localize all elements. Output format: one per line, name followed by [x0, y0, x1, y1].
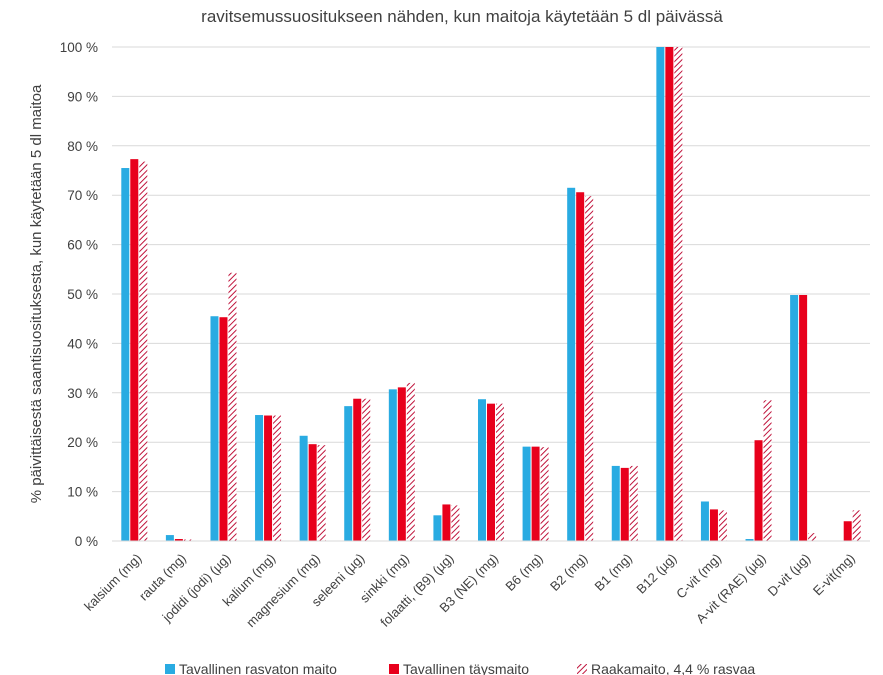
y-tick-label: 50 %	[67, 287, 98, 302]
y-tick-labels: 0 % 10 % 20 % 30 % 40 % 50 % 60 % 70 % 80 % 90 % 1…	[60, 40, 98, 549]
bar	[665, 47, 674, 541]
x-category-label: B12 (µg)	[633, 551, 679, 597]
bar	[121, 168, 130, 541]
bars	[121, 47, 861, 542]
legend-swatch	[389, 664, 399, 674]
x-category-label: B1 (mg)	[592, 551, 635, 594]
legend-swatch	[165, 664, 175, 674]
bar	[790, 294, 799, 541]
legend-label: Raakamaito, 4,4 % rasvaa	[591, 661, 755, 675]
chart-title-line-1: ...	[455, 0, 469, 2]
bar	[843, 521, 852, 541]
bar	[255, 415, 264, 541]
bar	[139, 161, 148, 541]
bar	[406, 382, 415, 541]
bar	[620, 467, 629, 541]
bar	[165, 535, 174, 541]
x-category-label: E-vit(mg)	[810, 551, 858, 599]
y-tick-label: 70 %	[67, 188, 98, 203]
bar	[264, 415, 273, 541]
x-category-label: B6 (mg)	[502, 551, 545, 594]
bar	[709, 509, 718, 541]
y-tick-label: 40 %	[67, 336, 98, 351]
bar	[763, 400, 772, 541]
bar	[540, 447, 549, 541]
bar	[754, 440, 763, 541]
y-tick-label: 80 %	[67, 139, 98, 154]
bar	[397, 387, 406, 541]
chart-title-line-2: ravitsemussuositukseen nähden, kun maito…	[201, 7, 723, 26]
bar	[353, 398, 362, 541]
bar	[522, 446, 531, 541]
bar	[745, 539, 754, 541]
bar	[487, 403, 495, 541]
bar	[496, 403, 504, 541]
bar	[308, 444, 317, 541]
bar	[656, 47, 665, 541]
bar	[531, 446, 540, 541]
y-tick-label: 20 %	[67, 435, 98, 450]
x-category-label: B2 (mg)	[547, 551, 590, 594]
legend-swatch	[577, 664, 587, 674]
bar	[388, 389, 397, 541]
legend-label: Tavallinen rasvaton maito	[179, 661, 337, 675]
bar	[718, 510, 727, 541]
y-axis-title: % päivittäisestä saantisuosituksesta, ku…	[28, 84, 45, 503]
bar	[130, 159, 139, 541]
y-tick-label: 10 %	[67, 485, 98, 500]
y-tick-label: 30 %	[67, 386, 98, 401]
bar	[478, 399, 486, 541]
bar	[852, 510, 861, 541]
bar	[299, 435, 308, 541]
bar	[228, 272, 237, 541]
x-category-label: kalsium (mg)	[81, 551, 144, 614]
y-tick-label: 0 %	[75, 534, 98, 549]
bar	[362, 398, 371, 541]
x-category-label: D-vit (µg)	[765, 551, 814, 600]
bar	[317, 445, 326, 541]
y-tick-label: 60 %	[67, 238, 98, 253]
bar	[629, 465, 638, 541]
bar	[174, 539, 183, 541]
bar	[576, 192, 585, 541]
bar	[799, 294, 808, 541]
bar	[219, 317, 228, 541]
bar	[433, 515, 442, 541]
bar	[210, 316, 219, 541]
bar	[567, 187, 576, 542]
bar	[344, 406, 353, 541]
bar	[674, 47, 683, 541]
y-tick-label: 100 %	[60, 40, 98, 55]
legend: Tavallinen rasvaton maito Tavallinen täys…	[165, 661, 755, 675]
bar	[442, 504, 451, 541]
bar	[183, 539, 192, 541]
bar	[585, 196, 594, 542]
legend-label: Tavallinen täysmaito	[403, 661, 529, 675]
x-category-labels: kalsium (mg)rauta (mg)jodidi (jodi) (µg)…	[81, 551, 858, 631]
bar	[273, 415, 282, 541]
bar	[611, 465, 620, 541]
bar	[808, 533, 817, 541]
y-tick-label: 90 %	[67, 89, 98, 104]
bar	[451, 505, 460, 541]
bar	[700, 501, 709, 541]
gridlines	[112, 46, 870, 493]
